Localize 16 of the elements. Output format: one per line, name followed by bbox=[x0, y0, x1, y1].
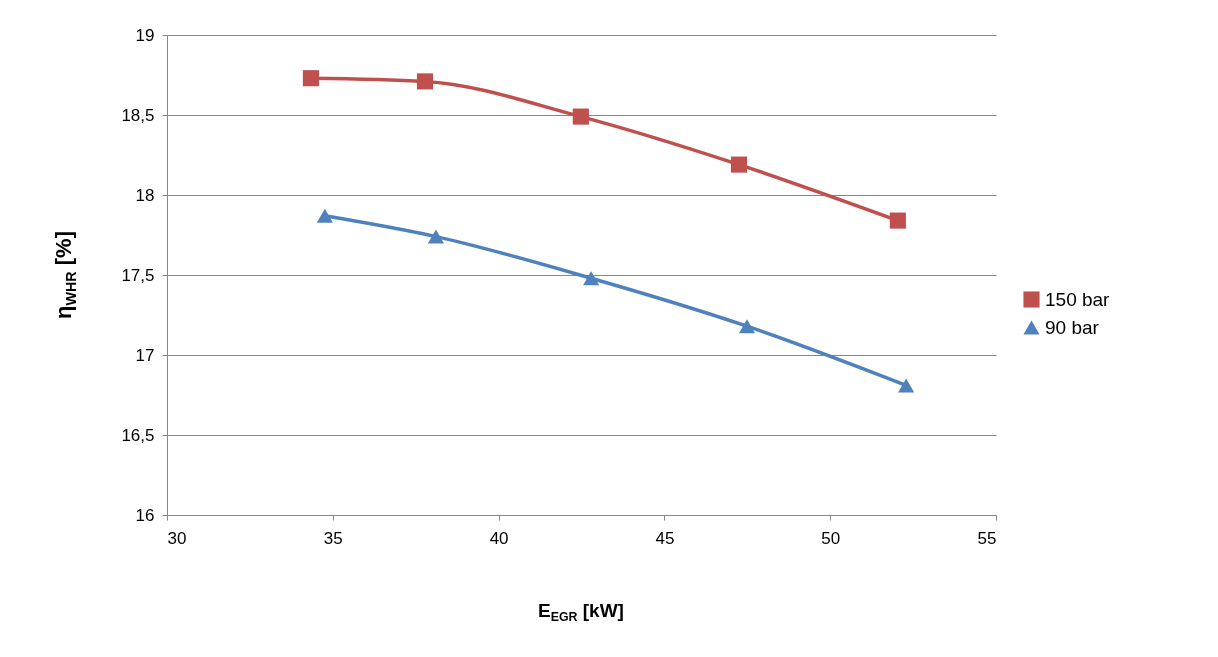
x-tick-label: 40 bbox=[489, 528, 509, 548]
y-tick-label: 17,5 bbox=[121, 265, 155, 285]
y-tick-label: 17 bbox=[135, 345, 155, 365]
y-tick-label: 18,5 bbox=[121, 105, 155, 125]
y-tick-label: 19 bbox=[135, 25, 155, 45]
x-tick-label: 30 bbox=[167, 528, 187, 548]
legend-label: 90 bar bbox=[1045, 316, 1100, 338]
y-tick-label: 16,5 bbox=[121, 425, 155, 445]
x-tick-label: 35 bbox=[323, 528, 343, 548]
x-axis-title: E$_{EGR}$ [kW] bbox=[538, 599, 624, 625]
x-tick-label: 45 bbox=[655, 528, 675, 548]
x-tick-label: 50 bbox=[821, 528, 841, 548]
y-tick-label: 18 bbox=[135, 185, 155, 205]
legend-label: 150 bar bbox=[1045, 288, 1111, 310]
y-tick-label: 16 bbox=[135, 505, 155, 525]
x-tick-label: 55 bbox=[977, 528, 997, 548]
